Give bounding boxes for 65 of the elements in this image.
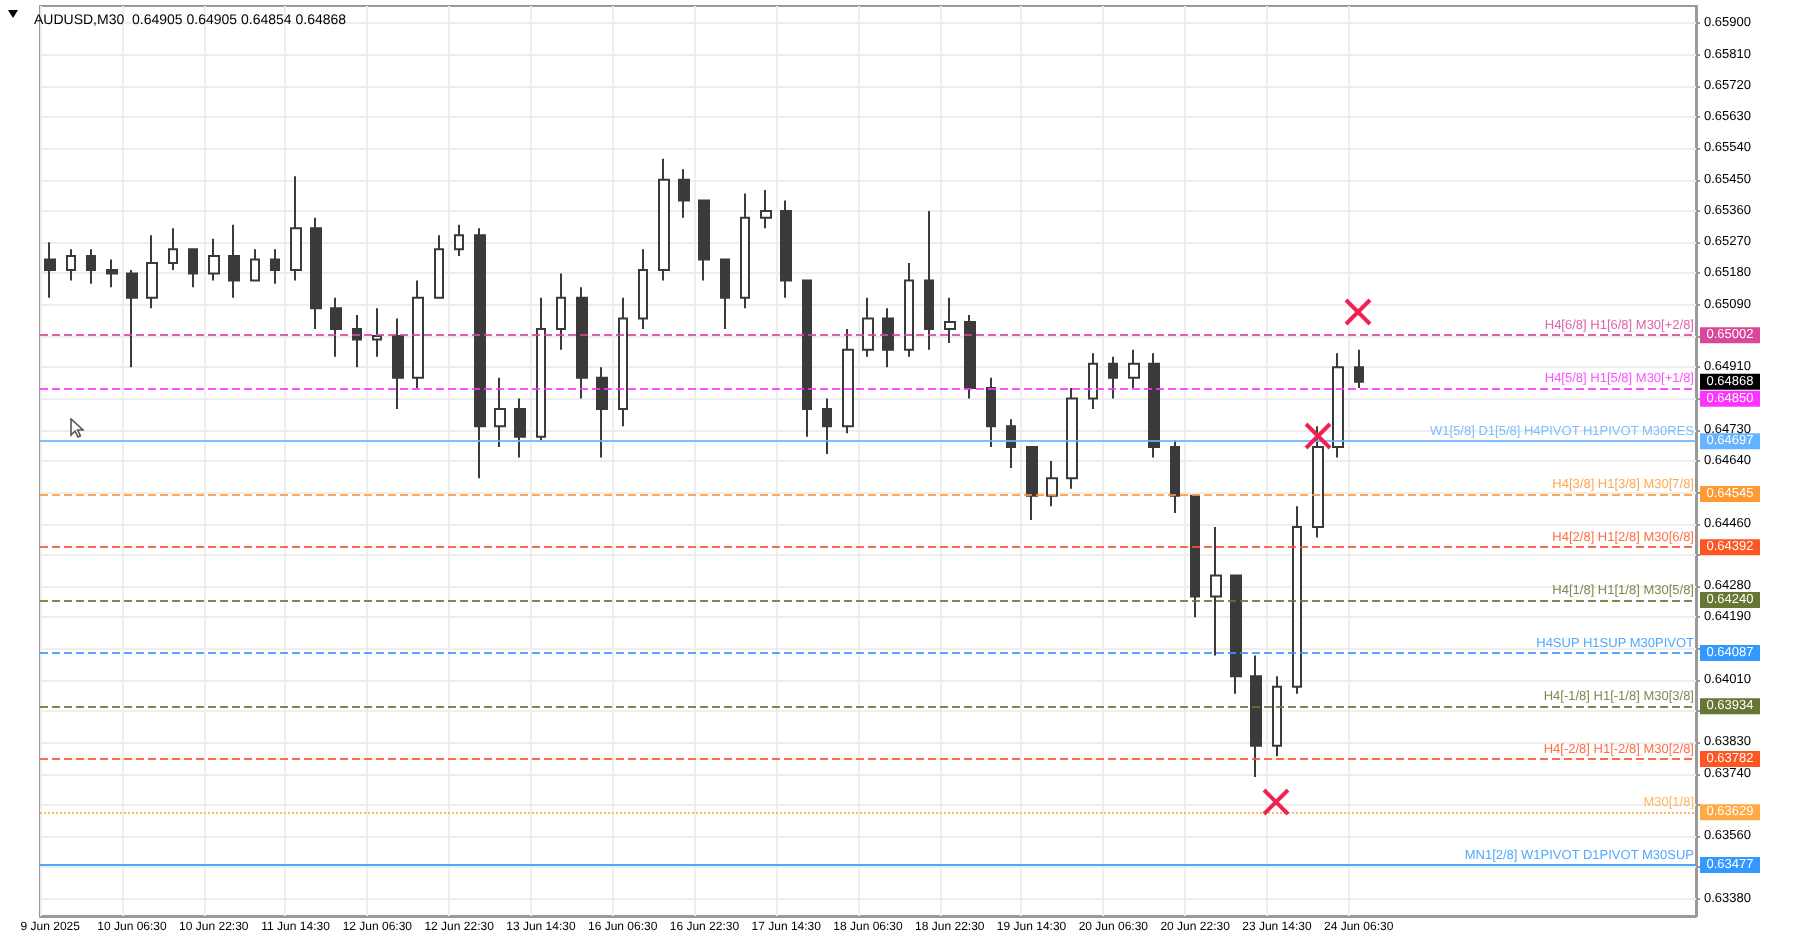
candlestick (740, 192, 750, 310)
candlestick (1148, 352, 1160, 459)
candlestick (536, 296, 546, 442)
candlestick (822, 397, 832, 456)
candlestick (760, 189, 772, 230)
candlestick (454, 223, 464, 258)
candlestick (514, 397, 526, 459)
candlestick (106, 258, 118, 289)
candlestick (862, 296, 874, 358)
candlestick (372, 307, 382, 358)
candlestick (1312, 425, 1324, 539)
candlestick (802, 279, 812, 438)
candlestick (1250, 654, 1262, 779)
candlestick (290, 175, 302, 282)
candlestick (474, 227, 486, 480)
candlestick (208, 237, 220, 282)
candlestick (228, 223, 240, 299)
candlestick (1108, 355, 1118, 400)
candlestick (146, 234, 158, 310)
candlestick (986, 376, 996, 449)
candlestick (1354, 348, 1364, 390)
candlestick (1066, 387, 1078, 490)
candlestick (576, 286, 588, 400)
candlestick (250, 248, 260, 282)
candlestick (882, 307, 894, 369)
candlestick (1006, 418, 1016, 469)
candlestick (658, 157, 670, 282)
candlestick (944, 296, 956, 344)
candlestick (352, 314, 362, 369)
candlestick (904, 262, 914, 358)
candlestick (1272, 675, 1282, 758)
candlestick (434, 234, 444, 299)
candlestick (392, 317, 404, 410)
candlestick (310, 216, 322, 331)
candlestick (1332, 352, 1344, 459)
candlestick (66, 248, 76, 282)
candlestick (638, 248, 648, 331)
candlestick (1230, 574, 1242, 695)
candlestick (780, 199, 792, 299)
candlestick (1026, 446, 1038, 522)
candlestick (596, 366, 608, 459)
candlestick (1292, 505, 1302, 695)
candlestick (842, 328, 854, 435)
candlestick (964, 314, 976, 400)
candlestick (720, 258, 730, 331)
candlestick (1170, 439, 1180, 515)
candlestick (494, 376, 506, 449)
candlestick (1088, 352, 1098, 410)
candlestick (86, 248, 96, 285)
candlestick (1210, 525, 1222, 657)
candlestick (1046, 460, 1058, 508)
candlestick (618, 296, 628, 428)
candlestick (44, 241, 56, 299)
candlestick (412, 279, 424, 390)
candlestick (188, 248, 198, 289)
candlestick (126, 268, 138, 369)
candlestick (924, 209, 934, 351)
candlestick (1128, 348, 1140, 390)
candlestick (1190, 494, 1200, 619)
candlestick (698, 199, 710, 282)
candlestick (556, 272, 566, 351)
candlestick (168, 227, 178, 271)
candlestick (678, 168, 690, 219)
candlestick (270, 248, 280, 285)
candlestick (330, 296, 342, 358)
